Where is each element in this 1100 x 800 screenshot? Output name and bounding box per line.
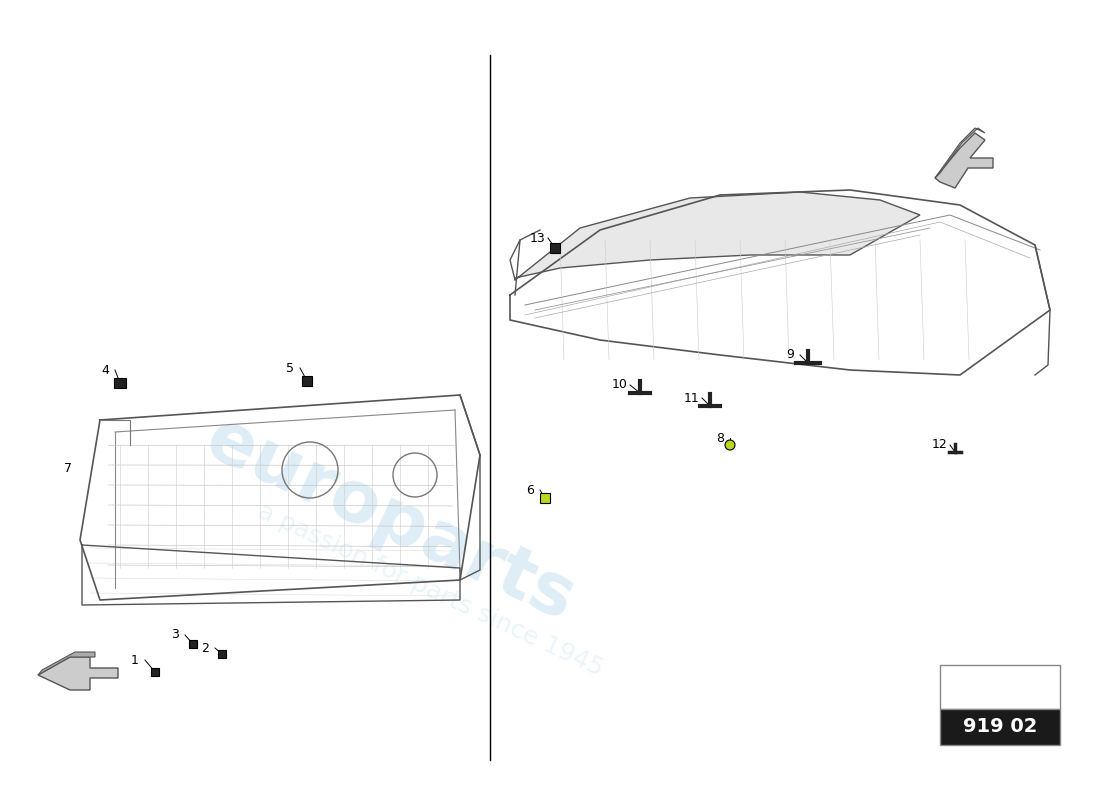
Bar [151,668,160,676]
Polygon shape [935,133,993,188]
Text: 10: 10 [612,378,628,391]
Bar [189,640,197,648]
Bar [550,243,560,253]
Text: 919 02: 919 02 [962,718,1037,737]
Bar [940,665,1060,709]
Text: 1: 1 [131,654,139,666]
Text: 6: 6 [526,483,534,497]
Bar [540,493,550,503]
Circle shape [725,440,735,450]
Text: a passion for parts since 1945: a passion for parts since 1945 [253,499,606,681]
Text: 12: 12 [932,438,948,451]
Bar [940,709,1060,745]
Text: 5: 5 [286,362,294,374]
Text: 13: 13 [530,231,546,245]
Text: 11: 11 [684,391,700,405]
Bar [218,650,226,658]
Text: 8: 8 [716,431,724,445]
Text: europarts: europarts [195,404,585,636]
Polygon shape [515,192,920,280]
Bar [302,376,312,386]
Text: 9: 9 [786,349,794,362]
Text: 7: 7 [64,462,72,474]
Text: 2: 2 [201,642,209,654]
Polygon shape [935,128,984,178]
Text: 3: 3 [172,629,179,642]
Bar [114,378,126,388]
Polygon shape [39,657,118,690]
Polygon shape [39,652,95,675]
Text: 4: 4 [101,363,109,377]
